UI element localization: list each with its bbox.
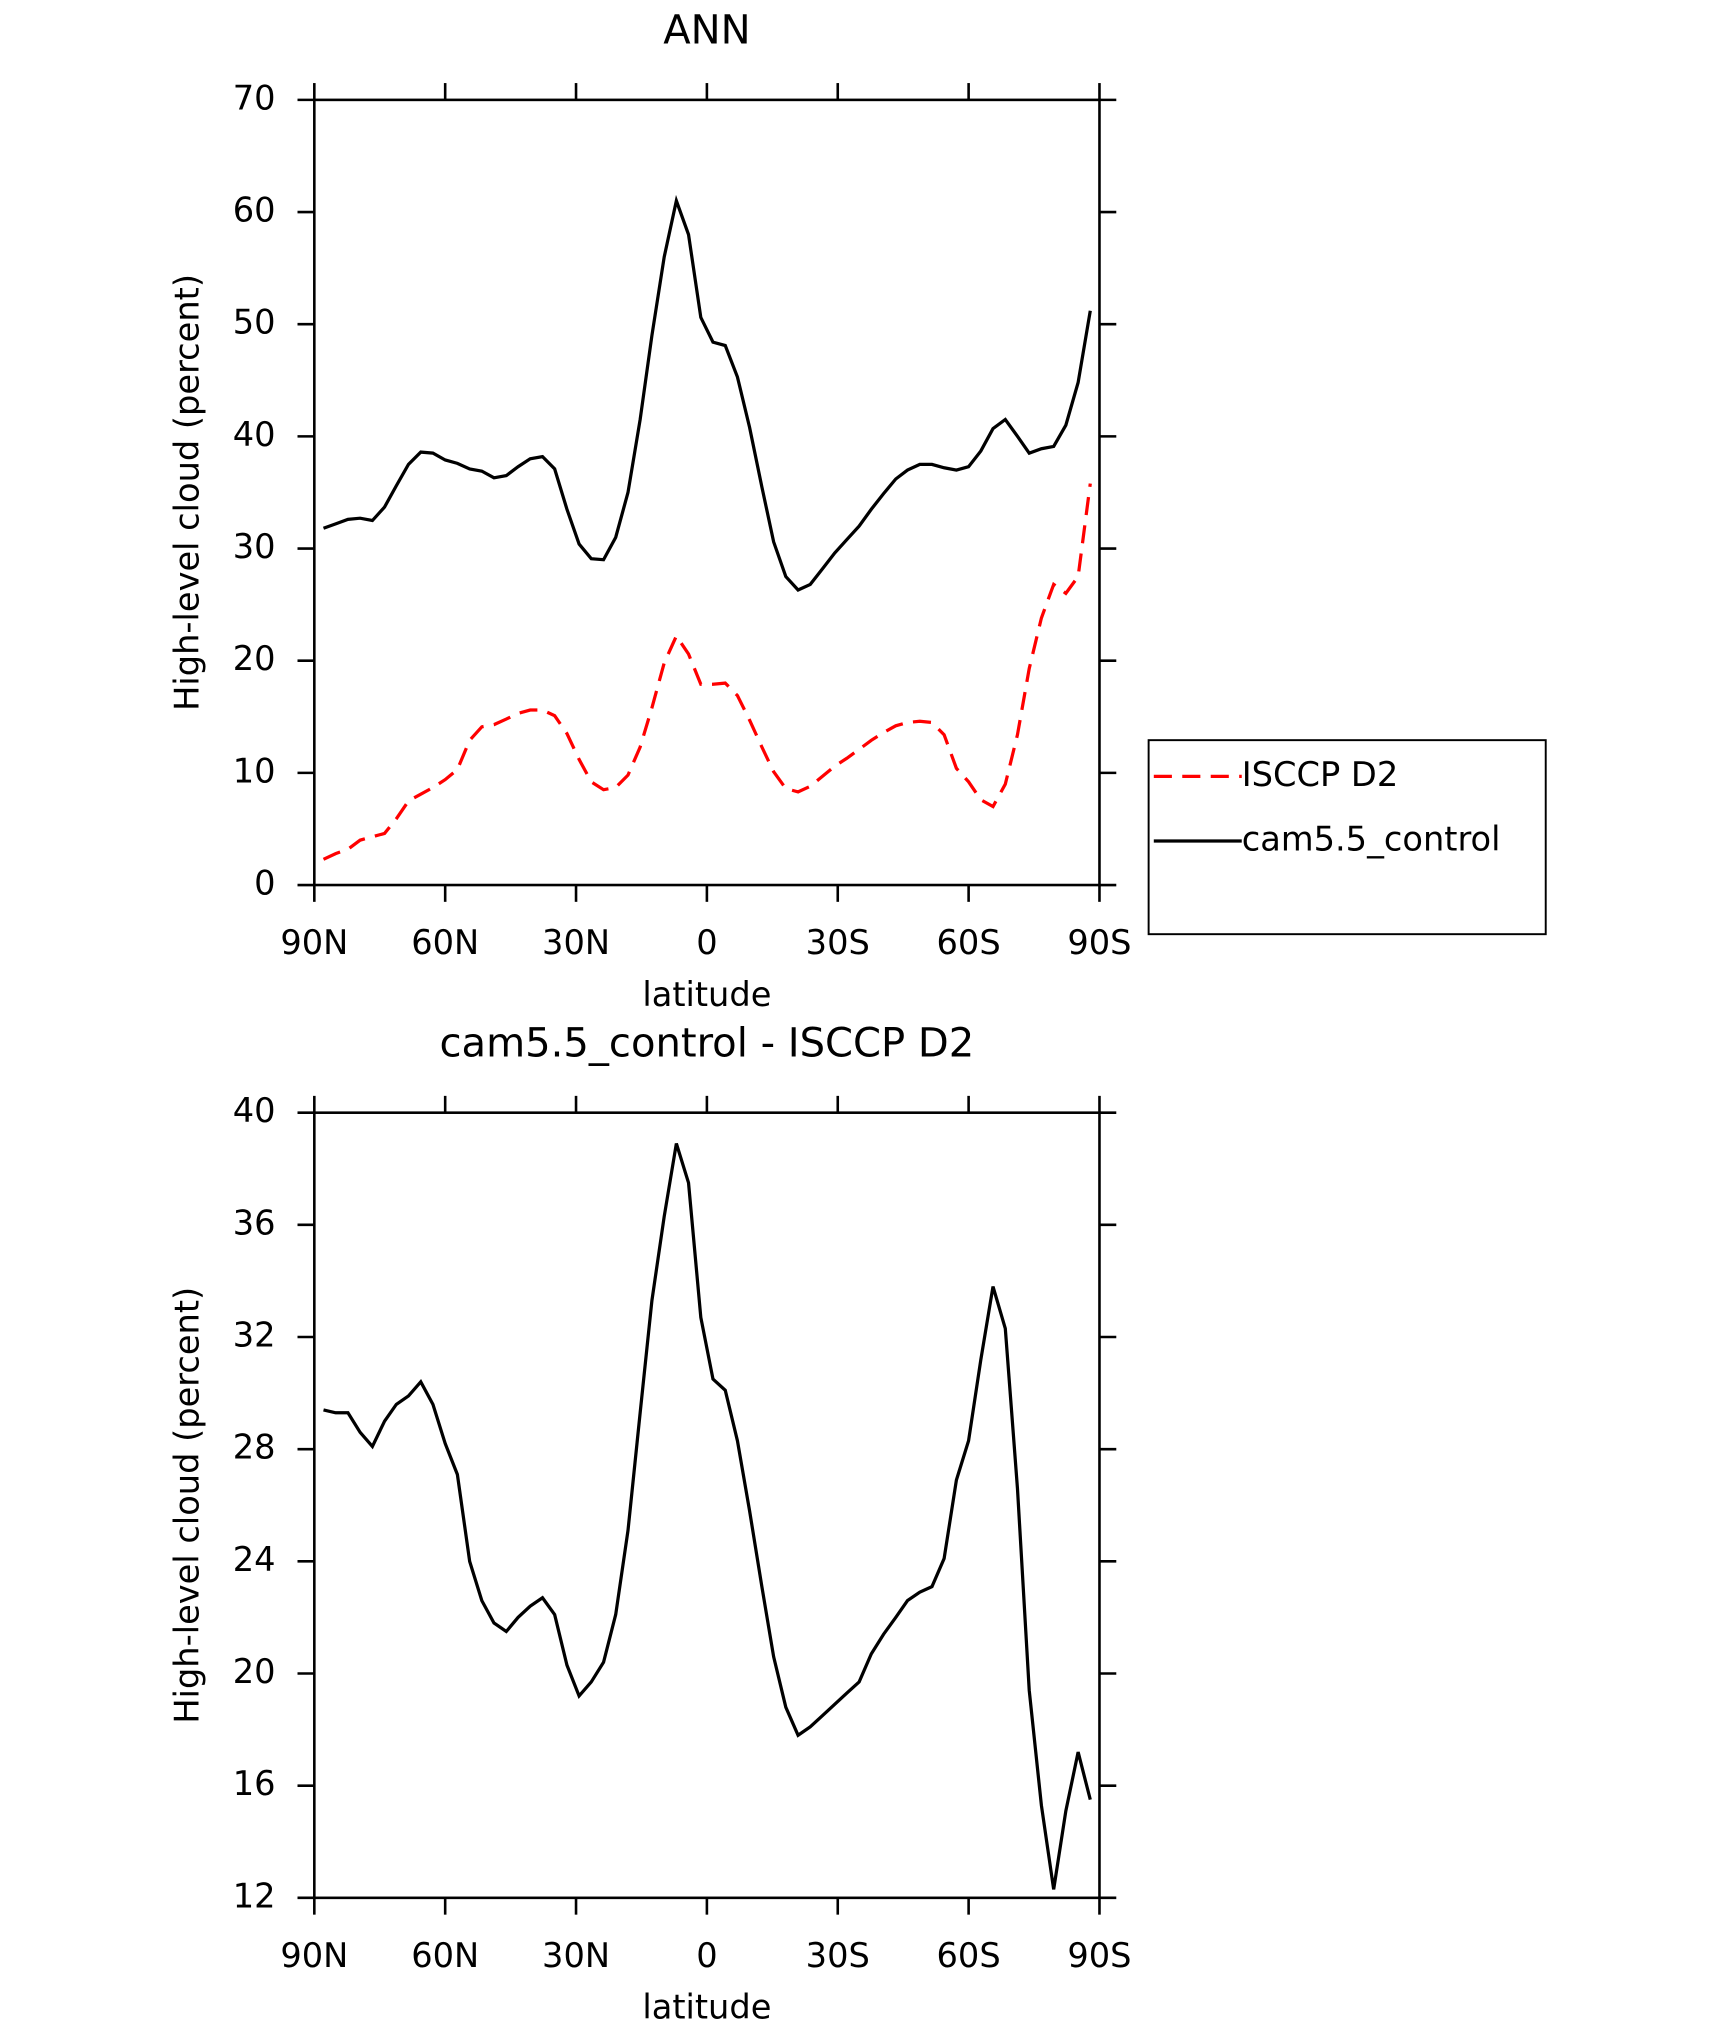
data-line: [322, 483, 1092, 861]
y-tick-label: 10: [233, 751, 276, 790]
y-tick-label: 32: [233, 1316, 276, 1355]
y-axis-label: High-level cloud (percent): [167, 1287, 206, 1724]
x-tick-label: 90N: [280, 923, 348, 962]
data-line: [322, 194, 1092, 592]
data-line: [323, 1142, 1092, 1890]
x-tick-label: 60N: [411, 923, 479, 962]
legend-label: cam5.5_control: [1242, 820, 1501, 859]
y-tick-label: 40: [233, 415, 276, 454]
x-tick-label: 60S: [937, 923, 1001, 962]
y-tick-label: 20: [233, 639, 276, 678]
x-tick-label: 30N: [542, 923, 610, 962]
y-tick-label: 30: [233, 527, 276, 566]
chart-title: ANN: [663, 8, 750, 54]
x-tick-label: 60S: [937, 1936, 1001, 1975]
y-tick-label: 24: [233, 1540, 276, 1579]
y-tick-label: 12: [233, 1876, 276, 1915]
x-tick-label: 30S: [806, 923, 870, 962]
legend-label: ISCCP D2: [1242, 755, 1398, 794]
y-tick-label: 50: [233, 303, 276, 342]
x-tick-label: 30N: [542, 1936, 610, 1975]
x-tick-label: 0: [696, 923, 717, 962]
plot-frame: [313, 98, 1101, 887]
y-tick-label: 16: [233, 1764, 276, 1803]
y-tick-label: 40: [233, 1091, 276, 1130]
y-tick-label: 20: [233, 1652, 276, 1691]
y-tick-label: 0: [254, 864, 275, 903]
x-tick-label: 0: [696, 1936, 717, 1975]
x-tick-label: 90S: [1067, 1936, 1131, 1975]
x-tick-label: 30S: [806, 1936, 870, 1975]
x-axis-label: latitude: [642, 975, 771, 1014]
y-axis-label: High-level cloud (percent): [167, 274, 206, 711]
y-tick-label: 70: [233, 78, 276, 117]
x-tick-label: 90S: [1067, 923, 1131, 962]
y-tick-label: 60: [233, 191, 276, 230]
y-tick-label: 28: [233, 1428, 276, 1467]
plot-frame: [313, 1111, 1101, 1900]
x-tick-label: 90N: [280, 1936, 348, 1975]
legend-box: [1147, 739, 1547, 936]
x-axis-label: latitude: [642, 1988, 771, 2021]
chart-title: cam5.5_control - ISCCP D2: [440, 1020, 975, 1066]
y-tick-label: 36: [233, 1203, 276, 1242]
x-tick-label: 60N: [411, 1936, 479, 1975]
